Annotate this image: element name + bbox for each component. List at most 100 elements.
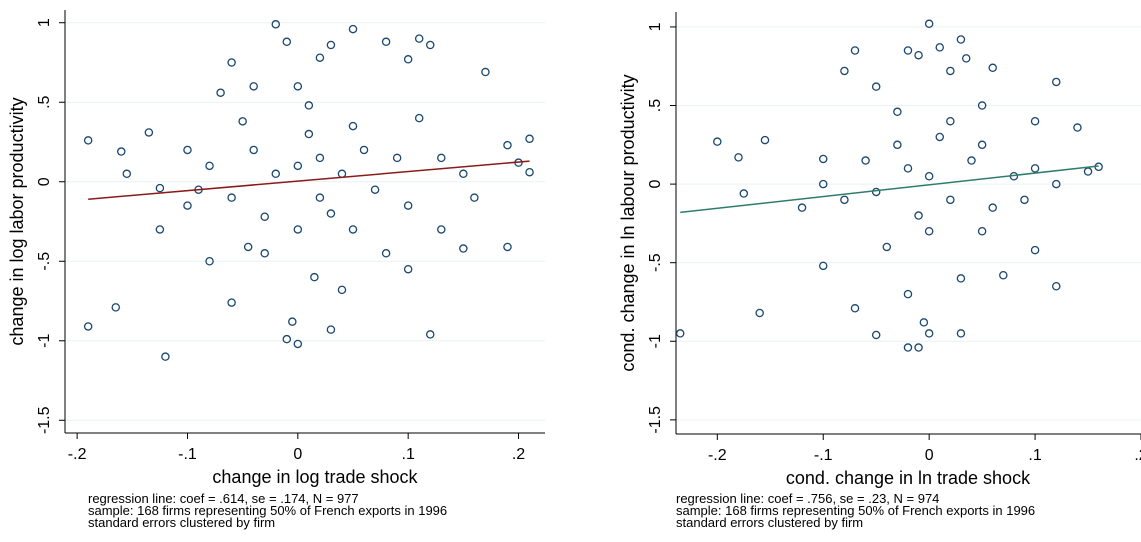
- point: [216, 88, 225, 97]
- point: [359, 145, 369, 155]
- point: [481, 67, 490, 77]
- point: [914, 211, 923, 220]
- x-tick-label: 0: [925, 447, 934, 464]
- point: [315, 153, 325, 163]
- point: [392, 153, 402, 163]
- point: [459, 169, 468, 179]
- x-tick-label: -.1: [178, 446, 197, 463]
- point: [348, 121, 358, 131]
- point: [183, 201, 192, 210]
- point: [893, 140, 902, 150]
- point: [956, 35, 966, 44]
- point: [459, 244, 468, 253]
- point: [924, 171, 934, 181]
- point: [227, 193, 236, 202]
- point: [850, 304, 860, 313]
- point: [818, 261, 828, 271]
- point: [739, 189, 749, 198]
- point: [249, 82, 258, 91]
- point: [122, 169, 132, 179]
- point: [893, 107, 902, 117]
- point: [977, 227, 987, 236]
- point: [326, 40, 336, 50]
- x-tick-label: .2: [1134, 447, 1141, 464]
- point: [818, 154, 828, 164]
- point: [227, 58, 236, 67]
- point: [977, 101, 987, 110]
- point: [326, 325, 336, 334]
- point: [238, 117, 247, 126]
- point: [1073, 123, 1082, 132]
- point: [470, 193, 479, 202]
- point: [437, 153, 446, 163]
- x-tick-label: -.2: [708, 447, 727, 464]
- point: [310, 272, 319, 282]
- point: [924, 329, 934, 338]
- point: [271, 20, 281, 29]
- point: [425, 330, 435, 339]
- note: standard errors clustered by firm: [676, 515, 863, 530]
- point: [935, 132, 944, 142]
- y-tick-label: -.5: [36, 252, 53, 271]
- point: [503, 242, 512, 252]
- point: [293, 161, 303, 171]
- point: [288, 317, 297, 326]
- point: [282, 37, 292, 47]
- point: [956, 274, 966, 283]
- y-tick-label: -1.5: [647, 406, 664, 434]
- point: [83, 136, 93, 145]
- point: [675, 329, 685, 338]
- point: [734, 153, 743, 162]
- point: [155, 183, 165, 193]
- point: [988, 63, 997, 73]
- y-tick-label: 1: [36, 18, 53, 27]
- fit-line: [680, 165, 1099, 214]
- point: [315, 193, 325, 202]
- point: [403, 264, 413, 274]
- point: [760, 135, 770, 145]
- point: [1052, 282, 1061, 291]
- point: [243, 242, 253, 252]
- point: [403, 201, 413, 210]
- y-tick-label: 0: [36, 177, 53, 186]
- fit-line: [88, 160, 530, 200]
- point: [293, 339, 303, 349]
- point: [755, 308, 764, 318]
- point: [503, 140, 512, 150]
- point: [249, 145, 258, 155]
- x-axis-title: change in log trade shock: [212, 467, 418, 487]
- point: [111, 303, 121, 312]
- y-tick-label: -1: [36, 334, 53, 348]
- point: [861, 156, 870, 165]
- point: [304, 129, 314, 139]
- point: [337, 169, 347, 179]
- point: [348, 24, 358, 34]
- point: [293, 82, 303, 91]
- point: [914, 343, 923, 352]
- point: [117, 147, 126, 156]
- point: [1083, 167, 1093, 176]
- point: [437, 225, 446, 234]
- point: [1052, 77, 1061, 87]
- point: [144, 128, 154, 137]
- x-tick-label: -.1: [814, 447, 833, 464]
- point: [999, 271, 1008, 280]
- point: [227, 298, 236, 307]
- point: [818, 179, 828, 189]
- note: standard errors clustered by firm: [88, 515, 275, 530]
- point: [840, 66, 849, 76]
- x-axis-title: cond. change in ln trade shock: [786, 468, 1031, 488]
- x-tick-label: .1: [1028, 447, 1041, 464]
- point: [850, 46, 860, 55]
- point: [713, 137, 722, 146]
- point: [293, 225, 303, 234]
- point: [525, 167, 534, 177]
- x-tick-label: .1: [402, 446, 415, 463]
- point: [414, 34, 424, 43]
- point: [903, 343, 913, 352]
- point: [919, 318, 929, 327]
- y-tick-label: .5: [36, 95, 53, 108]
- point: [1030, 164, 1040, 173]
- note: sample: 168 firms representing 50% of Fr…: [88, 503, 447, 518]
- point: [348, 225, 358, 234]
